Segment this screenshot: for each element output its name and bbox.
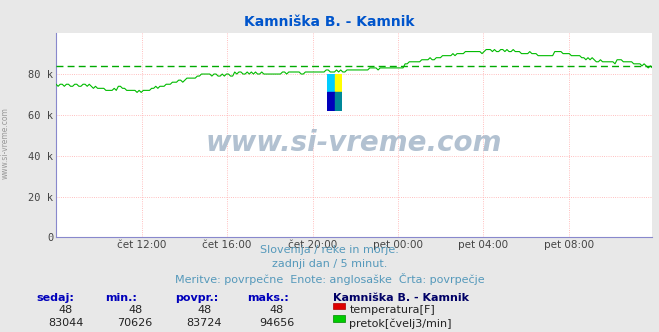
Bar [335,92,342,111]
Text: pretok[čvelj3/min]: pretok[čvelj3/min] [349,318,452,329]
Text: www.si-vreme.com: www.si-vreme.com [1,107,10,179]
Bar [328,74,335,92]
Text: 70626: 70626 [117,318,153,328]
Text: 48: 48 [197,305,212,315]
Text: 48: 48 [59,305,73,315]
Text: www.si-vreme.com: www.si-vreme.com [206,129,502,157]
Text: maks.:: maks.: [247,293,289,303]
Text: Slovenija / reke in morje.: Slovenija / reke in morje. [260,245,399,255]
Text: 83724: 83724 [186,318,222,328]
Bar [328,92,335,111]
Text: Kamniška B. - Kamnik: Kamniška B. - Kamnik [333,293,469,303]
Text: min.:: min.: [105,293,137,303]
Bar [335,74,342,92]
Text: zadnji dan / 5 minut.: zadnji dan / 5 minut. [272,259,387,269]
Text: Kamniška B. - Kamnik: Kamniška B. - Kamnik [244,15,415,29]
Text: povpr.:: povpr.: [175,293,218,303]
Text: 48: 48 [128,305,142,315]
Text: 48: 48 [270,305,284,315]
Text: Meritve: povrpečne  Enote: anglosaške  Črta: povrpečje: Meritve: povrpečne Enote: anglosaške Črt… [175,273,484,285]
Text: temperatura[F]: temperatura[F] [349,305,435,315]
Text: sedaj:: sedaj: [36,293,74,303]
Text: 94656: 94656 [259,318,295,328]
Text: 83044: 83044 [48,318,84,328]
